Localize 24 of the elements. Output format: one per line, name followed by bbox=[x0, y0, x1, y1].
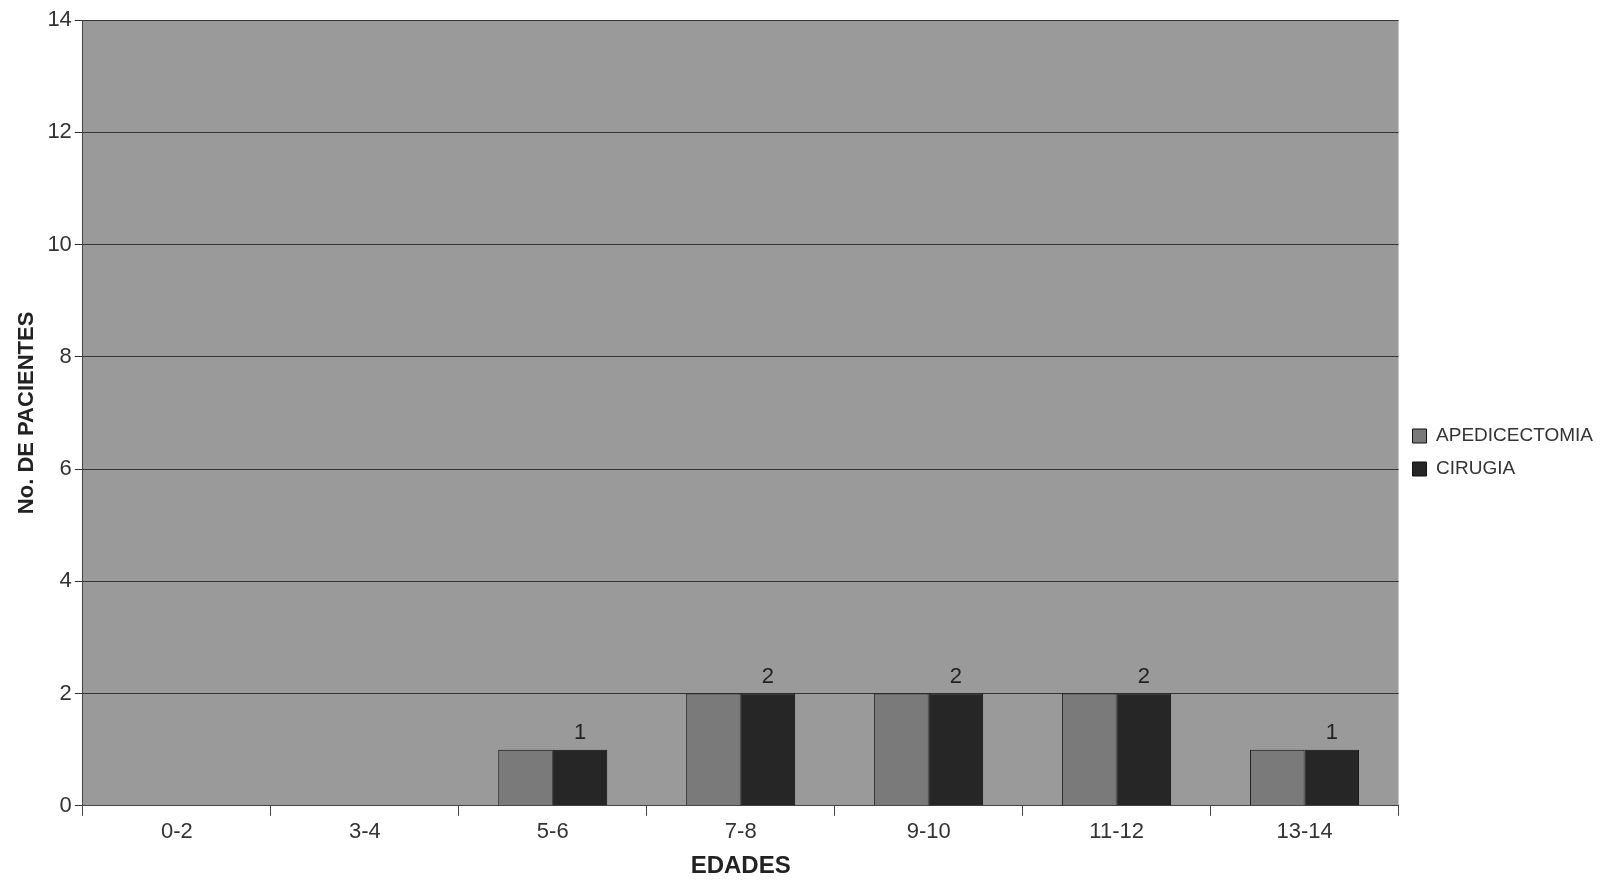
x-tick-label: 0-2 bbox=[160, 818, 193, 844]
x-tick-label: 9-10 bbox=[906, 818, 951, 844]
y-tick-label: 0 bbox=[59, 791, 72, 817]
y-tick-label: 4 bbox=[59, 567, 72, 593]
y-tick-label: 2 bbox=[59, 679, 72, 705]
y-tick-label: 6 bbox=[59, 455, 72, 481]
y-tick-label: 8 bbox=[59, 342, 72, 368]
y-tick-label: 14 bbox=[47, 6, 72, 32]
y-tick-label: 10 bbox=[47, 230, 72, 256]
x-tick-label: 3-4 bbox=[348, 818, 381, 844]
data-label: 2 bbox=[949, 662, 963, 688]
x-tick-label: 5-6 bbox=[536, 818, 569, 844]
y-tick-label: 12 bbox=[47, 118, 72, 144]
legend-label: CIRUGIA bbox=[1436, 457, 1516, 479]
data-label: 2 bbox=[761, 662, 775, 688]
x-axis-title: EDADES bbox=[690, 851, 791, 879]
x-tick-label: 13-14 bbox=[1276, 818, 1333, 844]
x-tick-label: 7-8 bbox=[724, 818, 757, 844]
data-label: 1 bbox=[573, 718, 587, 744]
x-tick-label: 11-12 bbox=[1089, 818, 1144, 844]
y-axis-title: No. DE PACIENTES bbox=[13, 311, 39, 515]
data-label: 2 bbox=[1137, 662, 1150, 688]
legend-label: APEDICECTOMIA bbox=[1436, 424, 1594, 446]
data-label: 1 bbox=[1325, 718, 1338, 744]
